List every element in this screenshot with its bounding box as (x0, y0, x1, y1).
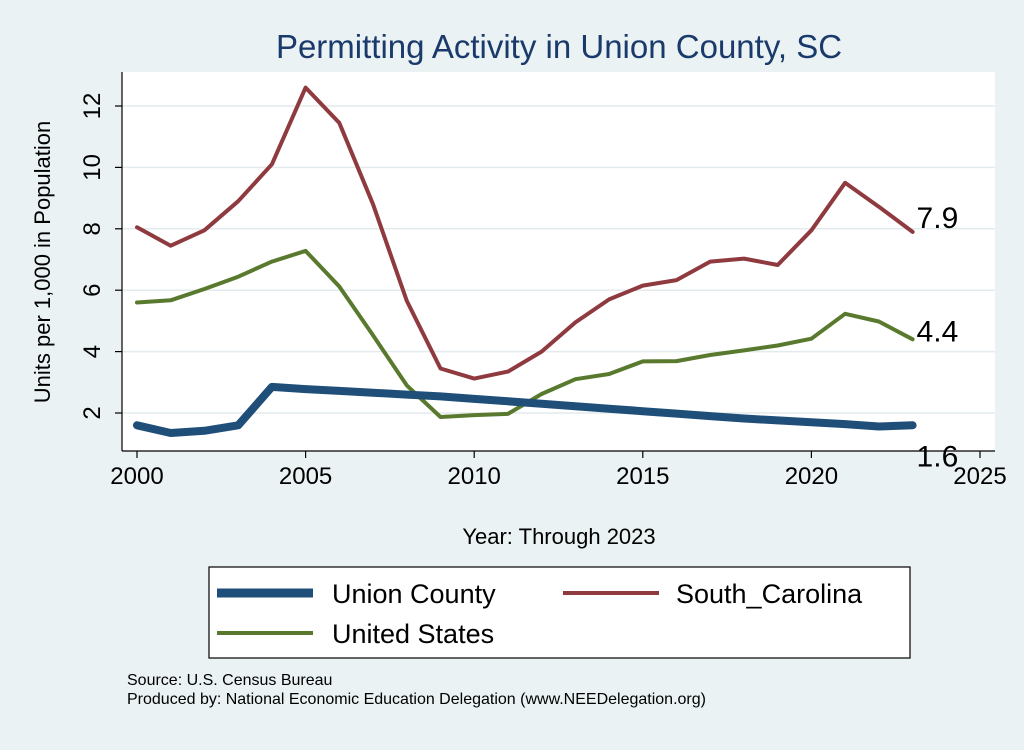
x-axis-label: Year: Through 2023 (462, 524, 655, 549)
legend-label-south-carolina: South_Carolina (676, 579, 863, 609)
x-axis-ticks: 2000 2005 2010 2015 2020 2025 (110, 451, 1007, 490)
legend-label-united-states: United States (332, 619, 494, 649)
gridlines (122, 105, 995, 414)
x-tick-label-2020: 2020 (785, 463, 838, 490)
y-tick-label-12: 12 (79, 93, 106, 120)
y-axis-label: Units per 1,000 in Population (30, 121, 55, 404)
y-axis-ticks: 2 4 6 8 10 12 (79, 93, 122, 420)
legend: Union County South_Carolina United State… (208, 566, 911, 659)
end-label-south-carolina: 7.9 (917, 202, 959, 235)
y-tick-label-4: 4 (79, 345, 106, 358)
end-label-united-states: 4.4 (917, 315, 959, 348)
end-label-union-county: 1.6 (917, 440, 959, 473)
x-tick-label-2000: 2000 (110, 463, 163, 490)
legend-box (208, 566, 911, 659)
y-tick-label-10: 10 (79, 154, 106, 181)
series-line-south-carolina (135, 85, 915, 381)
plot-area (122, 72, 995, 451)
x-tick-label-2010: 2010 (448, 463, 501, 490)
y-tick-label-6: 6 (79, 284, 106, 297)
series-end-labels: 1.6 7.9 4.4 (917, 202, 959, 473)
series-line-union-county (133, 382, 917, 437)
source-note: Source: U.S. Census Bureau (127, 672, 333, 689)
chart-title: Permitting Activity in Union County, SC (276, 28, 842, 65)
y-tick-label-2: 2 (79, 406, 106, 419)
x-tick-label-2015: 2015 (616, 463, 669, 490)
x-tick-label-2025: 2025 (953, 463, 1006, 490)
series-lines (133, 85, 917, 437)
x-tick-label-2005: 2005 (279, 463, 332, 490)
legend-label-union-county: Union County (332, 579, 496, 609)
y-tick-label-8: 8 (79, 222, 106, 235)
produced-by-note: Produced by: National Economic Education… (127, 691, 706, 708)
